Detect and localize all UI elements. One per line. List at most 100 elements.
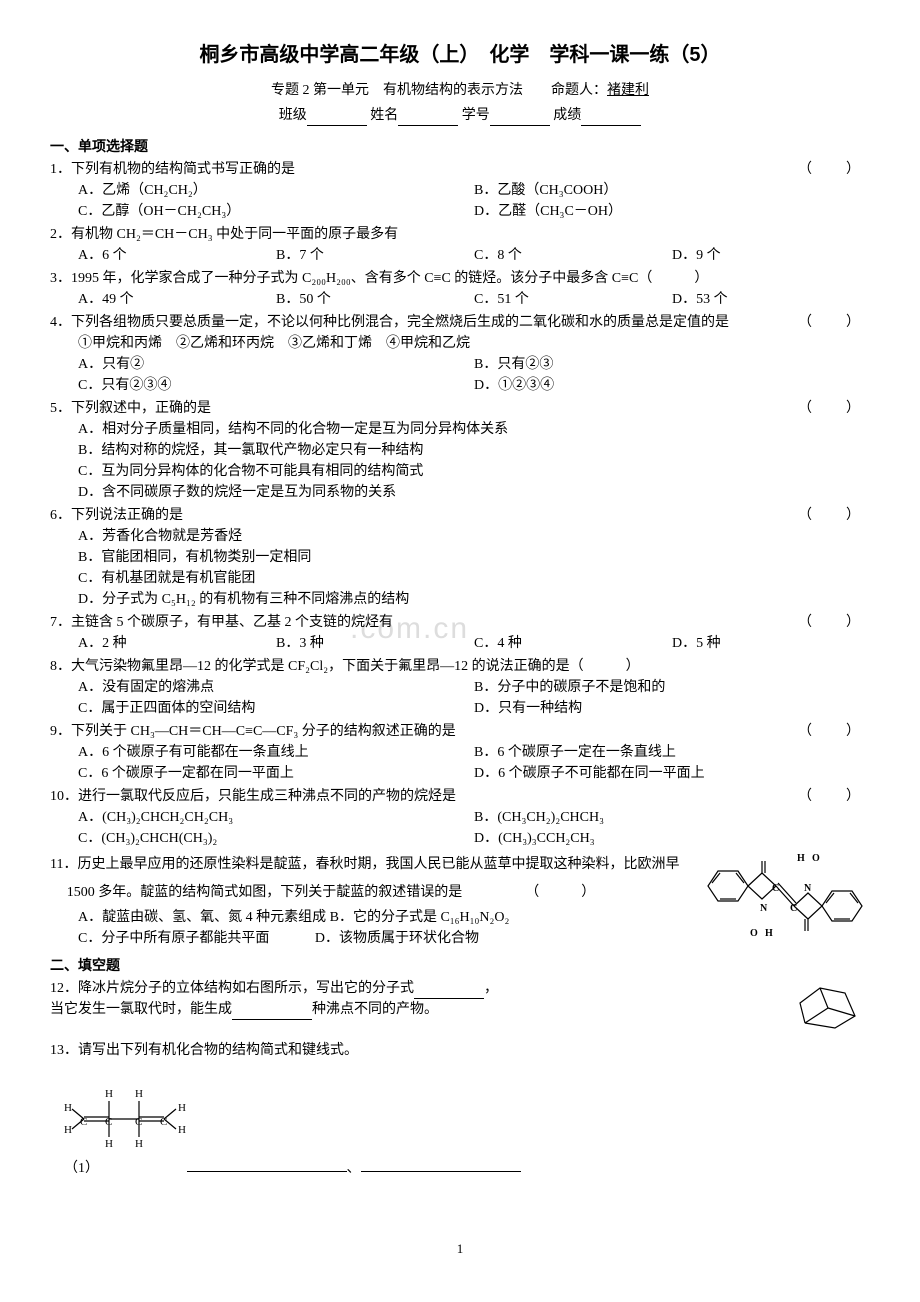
question-10: 10．进行一氯取代反应后，只能生成三种沸点不同的产物的烷烃是（ ） A．(CH₃… xyxy=(50,786,870,849)
q12-stem3: 种沸点不同的产物。 xyxy=(312,1002,438,1017)
svg-text:H: H xyxy=(64,1102,72,1114)
q8-stem: 8．大气污染物氟里昂—12 的化学式是 CF₂Cl₂，下面关于氟里昂—12 的说… xyxy=(50,656,870,677)
q3-opt-b: B．50 个 xyxy=(276,289,474,310)
q7-stem: 7．主链含 5 个碳原子，有甲基、乙基 2 个支链的烷烃有 xyxy=(50,615,393,630)
q3-opt-c: C．51 个 xyxy=(474,289,672,310)
q4-opt-b: B．只有②③ xyxy=(474,354,870,375)
id-label: 学号 xyxy=(462,108,490,123)
svg-text:H: H xyxy=(135,1138,143,1150)
svg-text:O: O xyxy=(750,928,758,939)
q9-stem: 9．下列关于 CH₃—CH＝CH—C≡C—CF₃ 分子的结构叙述正确的是 xyxy=(50,724,456,739)
question-4: 4．下列各组物质只要总质量一定，不论以何种比例混合，完全燃烧后生成的二氧化碳和水… xyxy=(50,312,870,396)
butadiene-structure-icon: HH CC CC HH HH HH xyxy=(64,1071,224,1151)
section-2-head: 二、填空题 xyxy=(50,955,870,976)
q3-opt-d: D．53 个 xyxy=(672,289,870,310)
indigo-structure-icon: HO NN CC OH xyxy=(700,851,870,941)
q5-opt-d: D．含不同碳原子数的烷烃一定是互为同系物的关系 xyxy=(78,482,870,503)
name-label: 姓名 xyxy=(370,108,398,123)
q6-opt-d: D．分子式为 C₅H₁₂ 的有机物有三种不同熔沸点的结构 xyxy=(78,589,870,610)
q9-opt-b: B．6 个碳原子一定在一条直线上 xyxy=(474,742,870,763)
question-11: HO NN CC OH 11．历史上最早应用的还原性染料是靛蓝，春秋时期，我国人… xyxy=(50,851,870,949)
subtitle-text: 专题 2 第一单元 有机物结构的表示方法 命题人： xyxy=(271,83,607,98)
svg-text:H: H xyxy=(797,853,805,864)
score-blank[interactable] xyxy=(581,111,641,126)
answer-paren[interactable]: （ ） xyxy=(815,398,870,419)
q2-opt-c: C．8 个 xyxy=(474,245,672,266)
question-5: 5．下列叙述中，正确的是 （ ） A．相对分子质量相同，结构不同的化合物一定是互为… xyxy=(50,398,870,503)
answer-paren[interactable]: （ ） xyxy=(815,312,870,333)
q8-opt-d: D．只有一种结构 xyxy=(474,698,870,719)
svg-text:C: C xyxy=(135,1116,142,1128)
svg-text:C: C xyxy=(105,1116,112,1128)
question-13: 13．请写出下列有机化合物的结构简式和键线式。 HH CC CC HH xyxy=(50,1040,870,1179)
q3-opt-a: A．49 个 xyxy=(78,289,276,310)
q13-item1: （1） xyxy=(64,1161,99,1176)
svg-text:C: C xyxy=(160,1116,167,1128)
q2-opt-d: D．9 个 xyxy=(672,245,870,266)
q8-opt-a: A．没有固定的熔沸点 xyxy=(78,677,474,698)
q2-opt-a: A．6 个 xyxy=(78,245,276,266)
q7-opt-d: D．5 种 xyxy=(672,633,870,654)
question-9: 9．下列关于 CH₃—CH＝CH—C≡C—CF₃ 分子的结构叙述正确的是（ ） … xyxy=(50,721,870,784)
q7-opt-b: B．3 种 xyxy=(276,633,474,654)
q9-opt-a: A．6 个碳原子有可能都在一条直线上 xyxy=(78,742,474,763)
svg-text:N: N xyxy=(804,883,812,894)
q11-opt-c: C．分子中所有原子都能共平面 xyxy=(78,931,269,946)
q8-opt-b: B．分子中的碳原子不是饱和的 xyxy=(474,677,870,698)
svg-text:H: H xyxy=(105,1138,113,1150)
id-blank[interactable] xyxy=(490,111,550,126)
q3-stem: 3．1995 年，化学家合成了一种分子式为 C₂₀₀H₂₀₀、含有多个 C≡C … xyxy=(50,268,870,289)
q13-blank-2[interactable] xyxy=(361,1157,521,1172)
svg-text:O: O xyxy=(812,853,820,864)
answer-paren[interactable]: （ ） xyxy=(815,612,870,633)
q6-opt-a: A．芳香化合物就是芳香烃 xyxy=(78,526,870,547)
author: 褚建利 xyxy=(607,83,649,98)
answer-paren[interactable]: （ ） xyxy=(815,786,870,807)
q5-opt-b: B．结构对称的烷烃，其一氯取代产物必定只有一种结构 xyxy=(78,440,870,461)
q4-stem: 4．下列各组物质只要总质量一定，不论以何种比例混合，完全燃烧后生成的二氧化碳和水… xyxy=(50,315,729,330)
q6-stem: 6．下列说法正确的是 xyxy=(50,508,183,523)
q11-opt-d: D．该物质属于环状化合物 xyxy=(315,931,479,946)
question-8: 8．大气污染物氟里昂—12 的化学式是 CF₂Cl₂，下面关于氟里昂—12 的说… xyxy=(50,656,870,719)
q12-blank-1[interactable] xyxy=(414,984,484,999)
class-blank[interactable] xyxy=(307,111,367,126)
q5-stem: 5．下列叙述中，正确的是 xyxy=(50,401,211,416)
question-1: 1．下列有机物的结构简式书写正确的是（ ） A．乙烯（CH₂CH₂） B．乙酸（… xyxy=(50,159,870,222)
q4-opt-a: A．只有② xyxy=(78,354,474,375)
q6-opt-b: B．官能团相同，有机物类别一定相同 xyxy=(78,547,870,568)
svg-text:H: H xyxy=(135,1088,143,1100)
question-12: 12．降冰片烷分子的立体结构如右图所示，写出它的分子式， 当它发生一氯取代时，能… xyxy=(50,978,870,1038)
svg-text:N: N xyxy=(760,903,768,914)
q7-opt-a: A．2 种 xyxy=(78,633,276,654)
answer-paren[interactable]: （ ） xyxy=(815,505,870,526)
svg-text:H: H xyxy=(178,1124,186,1136)
question-3: 3．1995 年，化学家合成了一种分子式为 C₂₀₀H₂₀₀、含有多个 C≡C … xyxy=(50,268,870,310)
svg-text:C: C xyxy=(80,1116,87,1128)
q10-stem: 10．进行一氯取代反应后，只能生成三种沸点不同的产物的烷烃是 xyxy=(50,789,456,804)
class-label: 班级 xyxy=(279,108,307,123)
q8-opt-c: C．属于正四面体的空间结构 xyxy=(78,698,474,719)
page-title: 桐乡市高级中学高二年级（上） 化学 学科一课一练（5） xyxy=(50,40,870,70)
info-line: 班级 姓名 学号 成绩 xyxy=(50,105,870,126)
q1-opt-a: A．乙烯（CH₂CH₂） xyxy=(78,180,474,201)
answer-paren[interactable]: （ ） xyxy=(815,159,870,180)
q1-opt-d: D．乙醛（CH₃C－OH） xyxy=(474,201,870,222)
q1-stem: 1．下列有机物的结构简式书写正确的是 xyxy=(50,162,295,177)
score-label: 成绩 xyxy=(553,108,581,123)
answer-paren[interactable]: （ ） xyxy=(815,721,870,742)
q5-opt-a: A．相对分子质量相同，结构不同的化合物一定是互为同分异构体关系 xyxy=(78,419,870,440)
q13-blank-1[interactable] xyxy=(187,1157,347,1172)
q5-opt-c: C．互为同分异构体的化合物不可能具有相同的结构简式 xyxy=(78,461,870,482)
q12-stem2: 当它发生一氯取代时，能生成 xyxy=(50,1002,232,1017)
q9-opt-c: C．6 个碳原子一定都在同一平面上 xyxy=(78,763,474,784)
q1-opt-c: C．乙醇（OH－CH₂CH₃） xyxy=(78,201,474,222)
svg-text:H: H xyxy=(765,928,773,939)
svg-text:H: H xyxy=(105,1088,113,1100)
q12-blank-2[interactable] xyxy=(232,1005,312,1020)
q4-opt-d: D．①②③④ xyxy=(474,375,870,396)
name-blank[interactable] xyxy=(398,111,458,126)
q12-stem: 12．降冰片烷分子的立体结构如右图所示，写出它的分子式 xyxy=(50,981,414,996)
section-1-head: 一、单项选择题 xyxy=(50,136,870,157)
svg-text:H: H xyxy=(64,1124,72,1136)
q11-opt-b: B．它的分子式是 C₁₆H₁₀N₂O₂ xyxy=(330,910,510,925)
